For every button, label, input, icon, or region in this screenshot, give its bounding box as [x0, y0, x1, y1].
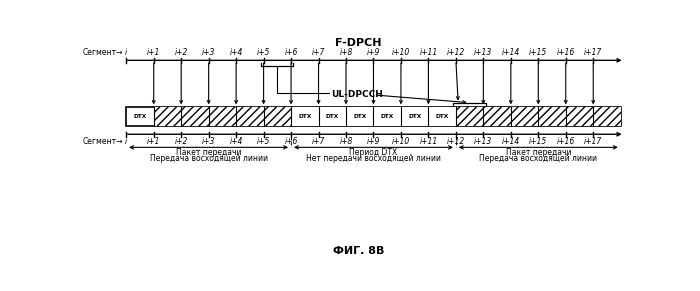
- Text: i+7: i+7: [312, 137, 326, 146]
- Text: DTX: DTX: [435, 114, 449, 119]
- Bar: [456, 107, 484, 126]
- Text: i+4: i+4: [230, 48, 243, 57]
- Text: Пакет передачи: Пакет передачи: [176, 148, 241, 157]
- Text: i: i: [125, 137, 127, 146]
- Text: i+2: i+2: [174, 137, 188, 146]
- Text: i+14: i+14: [502, 48, 520, 57]
- Text: DTX: DTX: [381, 114, 394, 119]
- Bar: [209, 107, 236, 126]
- Text: i+10: i+10: [392, 48, 410, 57]
- Text: i+1: i+1: [147, 48, 160, 57]
- Text: i+1: i+1: [147, 137, 160, 146]
- Text: Передача восходящей линии: Передача восходящей линии: [150, 155, 267, 163]
- Text: i+7: i+7: [312, 48, 326, 57]
- Bar: [538, 107, 566, 126]
- Bar: [484, 107, 511, 126]
- Text: i: i: [125, 48, 127, 57]
- Bar: [318, 107, 346, 126]
- Text: i+9: i+9: [367, 137, 380, 146]
- Text: i+12: i+12: [447, 137, 465, 146]
- Bar: [401, 107, 428, 126]
- Bar: [593, 107, 621, 126]
- Text: i+6: i+6: [284, 137, 298, 146]
- Text: i+11: i+11: [419, 137, 438, 146]
- Bar: [126, 107, 621, 126]
- Text: Сегмент→: Сегмент→: [83, 48, 123, 57]
- Text: i+6: i+6: [284, 48, 298, 57]
- Text: Передача восходящей линии: Передача восходящей линии: [480, 155, 597, 163]
- Bar: [264, 107, 291, 126]
- Text: UL-DPCCH: UL-DPCCH: [332, 91, 384, 100]
- Text: i+2: i+2: [174, 48, 188, 57]
- Bar: [346, 107, 374, 126]
- Text: i+11: i+11: [419, 48, 438, 57]
- Bar: [236, 107, 264, 126]
- Bar: [291, 107, 318, 126]
- Text: i+17: i+17: [584, 48, 603, 57]
- Bar: [566, 107, 593, 126]
- Text: Нет передачи восходящей линии: Нет передачи восходящей линии: [306, 155, 441, 163]
- Text: Пакет передачи: Пакет передачи: [505, 148, 571, 157]
- Text: i+4: i+4: [230, 137, 243, 146]
- Text: i+15: i+15: [529, 48, 547, 57]
- Text: DTX: DTX: [298, 114, 312, 119]
- Text: i+15: i+15: [529, 137, 547, 146]
- Text: i+13: i+13: [474, 48, 493, 57]
- Bar: [374, 107, 401, 126]
- Text: i+8: i+8: [340, 137, 353, 146]
- Text: i+13: i+13: [474, 137, 493, 146]
- Text: i+3: i+3: [202, 137, 216, 146]
- Text: DTX: DTX: [134, 114, 146, 119]
- Text: DTX: DTX: [326, 114, 339, 119]
- Text: i+12: i+12: [447, 48, 465, 57]
- Text: Сегмент→: Сегмент→: [83, 137, 123, 146]
- Text: i+17: i+17: [584, 137, 603, 146]
- Text: i+16: i+16: [556, 48, 575, 57]
- Text: i+10: i+10: [392, 137, 410, 146]
- Bar: [154, 107, 181, 126]
- Text: F-DPCH: F-DPCH: [335, 38, 382, 48]
- Text: ФИГ. 8В: ФИГ. 8В: [333, 246, 384, 256]
- Text: i+3: i+3: [202, 48, 216, 57]
- Text: i+5: i+5: [257, 137, 270, 146]
- Text: i+9: i+9: [367, 48, 380, 57]
- Bar: [428, 107, 456, 126]
- Text: i+14: i+14: [502, 137, 520, 146]
- Bar: [511, 107, 538, 126]
- Text: i+16: i+16: [556, 137, 575, 146]
- Text: i+8: i+8: [340, 48, 353, 57]
- Text: DTX: DTX: [408, 114, 421, 119]
- Text: i+5: i+5: [257, 48, 270, 57]
- Text: Период DTX: Период DTX: [349, 148, 398, 157]
- Text: DTX: DTX: [353, 114, 366, 119]
- Bar: [181, 107, 209, 126]
